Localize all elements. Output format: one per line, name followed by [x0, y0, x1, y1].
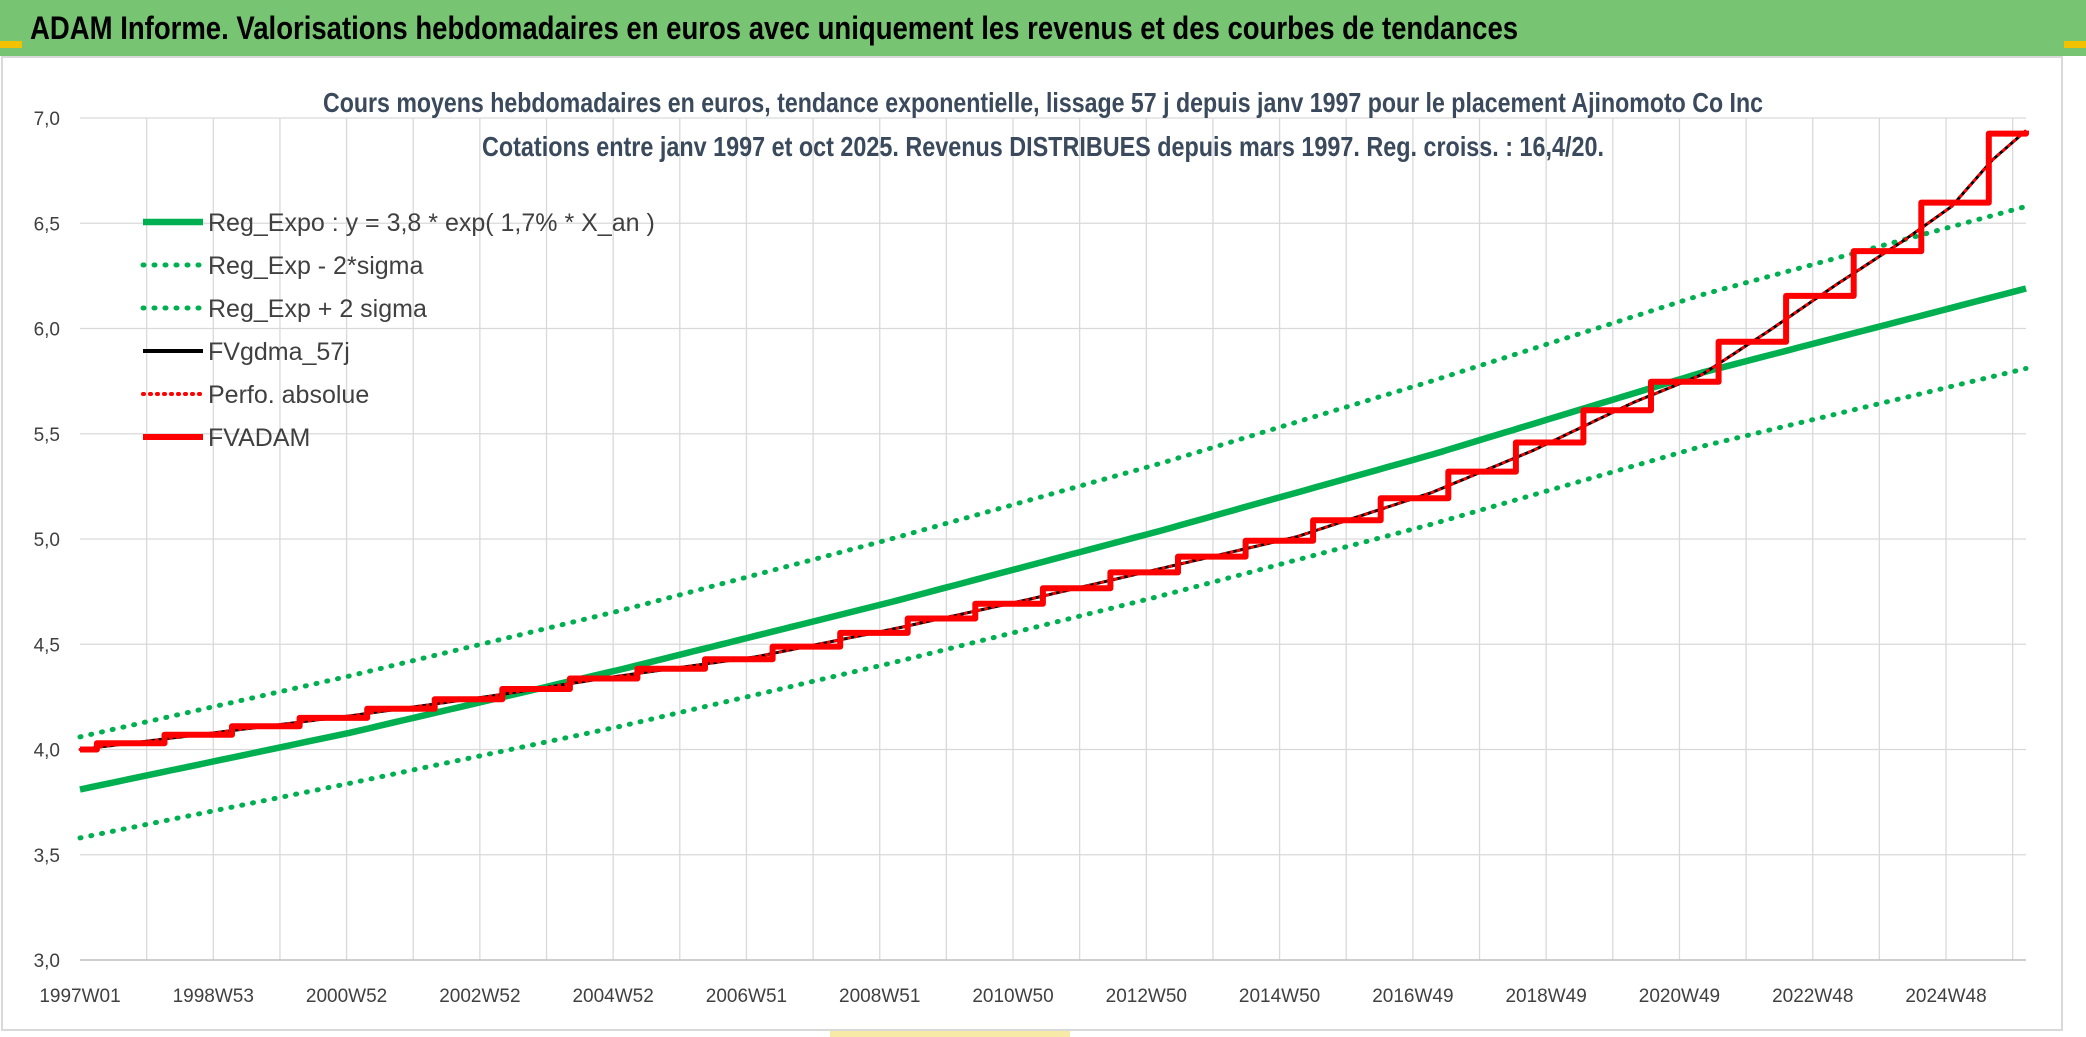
series-line-4 [78, 129, 2028, 751]
legend-label: Perfo. absolue [208, 381, 369, 409]
y-tick-label: 7,0 [34, 109, 60, 130]
x-tick-label: 2016W49 [1372, 986, 1453, 1007]
y-tick-label: 5,5 [34, 425, 60, 446]
x-tick-label: 2004W52 [572, 986, 653, 1007]
chart-title: Cours moyens hebdomadaires en euros, ten… [323, 87, 1763, 118]
bottom-accent [830, 1031, 1070, 1037]
series-line-5 [80, 130, 2029, 753]
x-tick-label: 2022W48 [1772, 986, 1853, 1007]
legend-label: Reg_Exp + 2 sigma [208, 295, 427, 323]
y-tick-label: 5,0 [34, 530, 60, 551]
x-tick-label: 2018W49 [1505, 986, 1586, 1007]
y-tick-label: 3,5 [34, 846, 60, 867]
x-tick-label: 2006W51 [706, 986, 787, 1007]
legend-label: FVADAM [208, 424, 310, 452]
y-tick-label: 6,5 [34, 214, 60, 235]
x-tick-label: 2024W48 [1905, 986, 1986, 1007]
report-title: ADAM Informe. Valorisations hebdomadaire… [30, 9, 1519, 46]
series-line-0 [79, 285, 2027, 793]
x-tick-label: 1997W01 [39, 986, 120, 1007]
x-tick-label: 2020W49 [1639, 986, 1720, 1007]
y-tick-label: 6,0 [34, 320, 60, 341]
grid-layer [80, 117, 2026, 960]
x-tick-labels: 1997W01 1998W53 2000W52 2002W52 2004W52 2006W… [39, 986, 1986, 1007]
chart-subtitle: Cotations entre janv 1997 et oct 2025. R… [482, 131, 1604, 162]
legend-label: FVgdma_57j [208, 338, 350, 366]
legend: Reg_Expo : y = 3,8 * exp( 1,7% * X_an ) R… [140, 209, 655, 452]
x-tick-label: 2008W51 [839, 986, 920, 1007]
series-line-1 [77, 366, 2029, 841]
corner-accent-left [0, 41, 22, 48]
legend-label: Reg_Expo : y = 3,8 * exp( 1,7% * X_an ) [208, 209, 655, 237]
y-tick-label: 3,0 [34, 951, 60, 972]
report-banner: ADAM Informe. Valorisations hebdomadaire… [0, 0, 2086, 56]
x-tick-label: 2002W52 [439, 986, 520, 1007]
x-tick-label: 2000W52 [306, 986, 387, 1007]
y-tick-label: 4,0 [34, 741, 60, 762]
y-tick-label: 4,5 [34, 635, 60, 656]
y-tick-labels: 3,0 3,5 4,0 4,5 5,0 5,5 6,0 6,5 7,0 [34, 109, 60, 972]
legend-label: Reg_Exp - 2*sigma [208, 252, 423, 280]
x-tick-label: 2012W50 [1106, 986, 1187, 1007]
series-layer [77, 129, 2029, 841]
x-tick-label: 2010W50 [972, 986, 1053, 1007]
x-tick-label: 2014W50 [1239, 986, 1320, 1007]
x-tick-label: 1998W53 [173, 986, 254, 1007]
chart-frame [1, 56, 2063, 1031]
corner-accent-right [2064, 41, 2086, 48]
series-line-2 [77, 203, 2029, 740]
